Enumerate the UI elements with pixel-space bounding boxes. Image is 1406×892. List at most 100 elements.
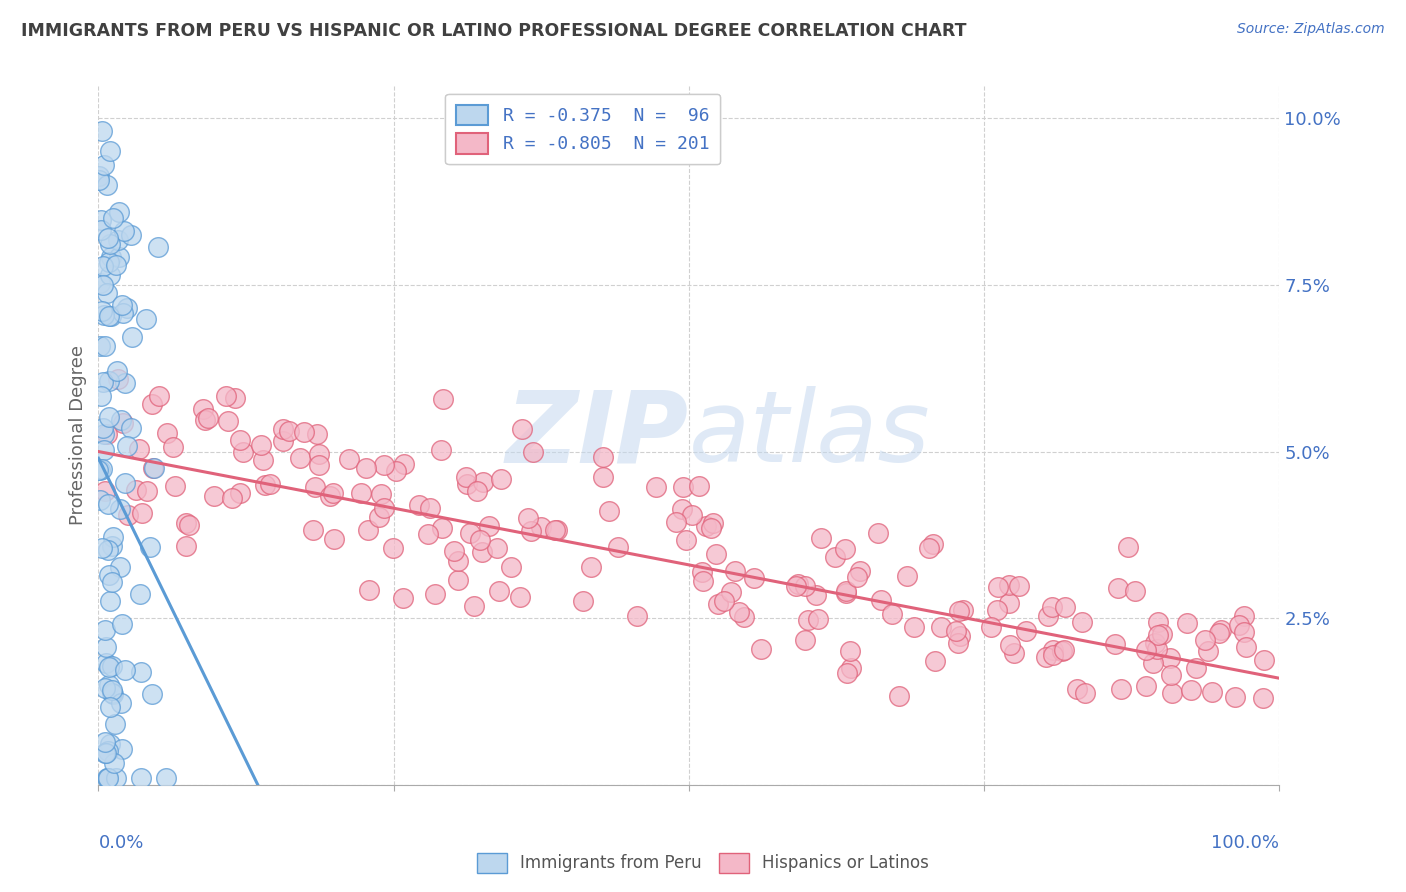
Point <box>104 717 127 731</box>
Point <box>1144 636 1167 650</box>
Point <box>1161 686 1184 700</box>
Point <box>1008 579 1031 593</box>
Point <box>887 689 910 703</box>
Point <box>96 772 118 786</box>
Legend: R = -0.375  N =  96, R = -0.805  N = 201: R = -0.375 N = 96, R = -0.805 N = 201 <box>446 94 720 164</box>
Point <box>232 445 254 459</box>
Point <box>101 211 124 226</box>
Point <box>423 586 446 600</box>
Point <box>478 519 501 533</box>
Point <box>94 735 117 749</box>
Point <box>97 660 120 674</box>
Point <box>1227 618 1250 632</box>
Point <box>1116 541 1139 555</box>
Point <box>93 442 115 457</box>
Point <box>787 577 810 591</box>
Point <box>217 414 239 428</box>
Point <box>702 516 724 531</box>
Point <box>1234 640 1257 654</box>
Point <box>392 458 415 472</box>
Point <box>111 742 134 756</box>
Point <box>302 524 325 538</box>
Point <box>918 541 941 555</box>
Point <box>724 564 747 578</box>
Point <box>1208 626 1230 640</box>
Point <box>94 339 117 353</box>
Point <box>103 756 125 770</box>
Point <box>368 510 391 524</box>
Point <box>90 541 112 555</box>
Point <box>1135 642 1157 657</box>
Point <box>277 424 299 438</box>
Point <box>97 543 120 558</box>
Point <box>292 425 315 440</box>
Point <box>271 434 294 449</box>
Point <box>98 255 121 269</box>
Point <box>221 491 243 505</box>
Point <box>1050 644 1073 658</box>
Point <box>416 526 439 541</box>
Point <box>114 664 136 678</box>
Point <box>89 462 111 476</box>
Point <box>749 641 772 656</box>
Text: atlas: atlas <box>689 386 931 483</box>
Point <box>148 389 170 403</box>
Point <box>1135 679 1157 693</box>
Point <box>929 620 952 634</box>
Point <box>1201 685 1223 699</box>
Point <box>1147 615 1170 629</box>
Point <box>141 687 163 701</box>
Point <box>98 593 121 607</box>
Point <box>98 738 121 752</box>
Point <box>1147 628 1170 642</box>
Point <box>103 530 125 544</box>
Point <box>728 605 751 619</box>
Point <box>645 479 668 493</box>
Point <box>156 425 179 440</box>
Point <box>1074 686 1097 700</box>
Point <box>354 461 377 475</box>
Point <box>1180 683 1202 698</box>
Point <box>87 169 110 183</box>
Point <box>337 451 360 466</box>
Point <box>486 541 509 556</box>
Point <box>98 567 121 582</box>
Text: 0.0%: 0.0% <box>98 834 143 852</box>
Point <box>408 499 430 513</box>
Point <box>688 478 710 492</box>
Point <box>139 541 162 555</box>
Point <box>91 259 114 273</box>
Point <box>90 222 112 236</box>
Point <box>97 772 120 786</box>
Point <box>120 228 142 243</box>
Point <box>785 579 807 593</box>
Point <box>572 593 595 607</box>
Point <box>384 464 406 478</box>
Point <box>110 413 132 427</box>
Point <box>544 524 567 538</box>
Point <box>224 391 246 405</box>
Point <box>98 237 121 252</box>
Point <box>866 526 889 541</box>
Point <box>1107 581 1129 595</box>
Point <box>516 511 538 525</box>
Point <box>626 608 648 623</box>
Point <box>882 607 904 622</box>
Point <box>922 537 945 551</box>
Point <box>530 519 553 533</box>
Point <box>114 475 136 490</box>
Point <box>120 421 142 435</box>
Point <box>250 438 273 452</box>
Point <box>845 569 868 583</box>
Point <box>259 476 281 491</box>
Point <box>96 178 118 192</box>
Point <box>948 636 970 650</box>
Point <box>155 772 177 786</box>
Point <box>97 231 120 245</box>
Point <box>520 524 543 538</box>
Point <box>252 453 274 467</box>
Point <box>305 426 328 441</box>
Point <box>105 771 128 785</box>
Point <box>1070 615 1092 629</box>
Point <box>804 588 827 602</box>
